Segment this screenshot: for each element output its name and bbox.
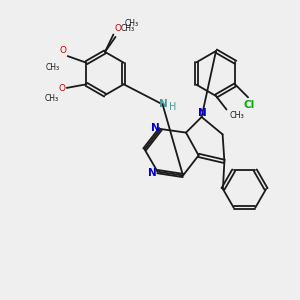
Text: O: O	[59, 46, 67, 55]
Text: O: O	[114, 24, 121, 33]
Text: O: O	[113, 23, 121, 33]
Text: N: N	[151, 123, 160, 134]
Text: N: N	[148, 167, 157, 178]
Text: CH₃: CH₃	[230, 111, 244, 120]
Text: CH₃: CH₃	[44, 94, 58, 103]
Text: CH₃: CH₃	[124, 19, 139, 28]
Text: H: H	[169, 102, 176, 112]
Text: Cl: Cl	[244, 100, 255, 110]
Text: CH₃: CH₃	[121, 24, 135, 33]
Text: N: N	[159, 99, 168, 109]
Text: CH₃: CH₃	[45, 63, 59, 72]
Text: O: O	[58, 84, 66, 93]
Text: N: N	[198, 108, 207, 118]
